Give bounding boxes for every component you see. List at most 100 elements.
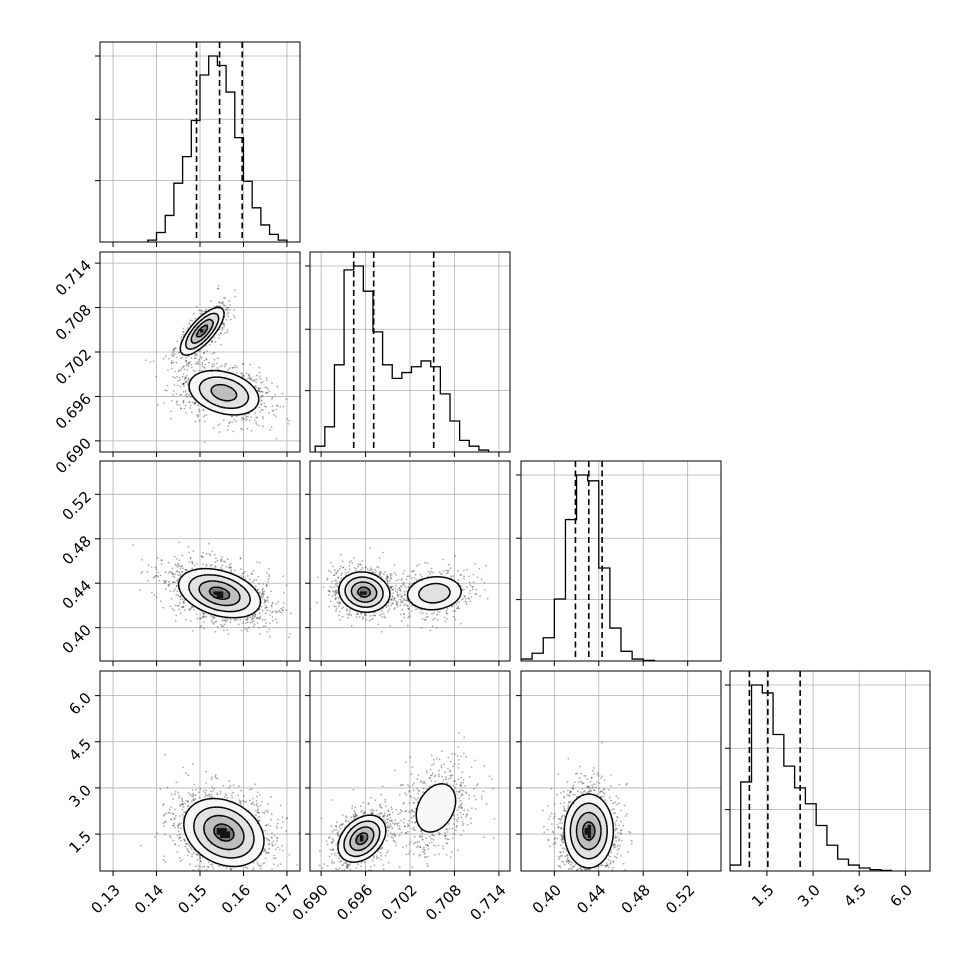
- scatter-point: [336, 570, 339, 573]
- scatter-point: [334, 579, 337, 582]
- scatter-point: [203, 621, 205, 623]
- scatter-point: [259, 390, 262, 393]
- scatter-point: [361, 567, 364, 569]
- scatter-point: [252, 620, 255, 622]
- contour-segment-level-3: [233, 373, 237, 377]
- scatter-point: [251, 615, 254, 618]
- contour-segment-level-3: [203, 370, 207, 373]
- scatter-point: [259, 410, 262, 413]
- scatter-point: [392, 588, 394, 591]
- scatter-point: [216, 357, 219, 360]
- density-cell: [226, 392, 231, 396]
- contour-segment-level-2: [236, 381, 241, 386]
- density-cell: [206, 312, 211, 316]
- density-cell: [213, 571, 218, 575]
- scatter-point: [196, 617, 199, 620]
- scatter-point: [171, 567, 174, 570]
- scatter-point: [205, 565, 208, 567]
- scatter-point: [326, 579, 329, 581]
- density-cell: [243, 591, 248, 595]
- scatter-point: [384, 616, 386, 619]
- scatter-point: [329, 585, 331, 588]
- density-cell: [196, 571, 201, 575]
- scatter-point: [348, 612, 351, 615]
- contour-segment-level-1: [213, 394, 218, 399]
- scatter-point: [361, 617, 364, 620]
- density-cell: [236, 594, 241, 599]
- scatter-point: [180, 369, 183, 371]
- scatter-point: [380, 613, 383, 616]
- contour-segment-level-3: [182, 573, 185, 576]
- scatter-point: [215, 557, 217, 560]
- contour-segment-level-2: [213, 608, 217, 611]
- scatter-point: [225, 621, 228, 623]
- scatter-point: [260, 403, 262, 406]
- scatter-point: [401, 595, 404, 597]
- density-cell: [183, 584, 188, 589]
- scatter-point: [256, 622, 259, 624]
- density-cell: [256, 601, 261, 605]
- contour-segment-level-1: [196, 341, 199, 344]
- scatter-point: [183, 382, 185, 385]
- scatter-point: [339, 553, 342, 556]
- scatter-point: [214, 630, 217, 633]
- density-cell: [226, 577, 231, 582]
- scatter-point: [269, 622, 271, 625]
- contour-segment-level-3: [189, 378, 193, 382]
- scatter-point: [262, 593, 265, 596]
- density-cell: [246, 382, 251, 386]
- scatter-point: [159, 574, 162, 577]
- contour-segment-level-2: [189, 591, 193, 595]
- scatter-point: [271, 405, 274, 408]
- scatter-point: [178, 404, 181, 406]
- scatter-point: [431, 613, 433, 615]
- scatter-point: [395, 579, 398, 582]
- scatter-point: [452, 575, 455, 577]
- scatter-point: [190, 357, 193, 359]
- scatter-point: [181, 571, 183, 574]
- contour-segment-level-2: [209, 401, 214, 405]
- density-cell: [233, 601, 238, 605]
- contour-segment-level-3: [216, 614, 221, 618]
- density-cell: [250, 392, 254, 396]
- contour-segment-level-3: [194, 350, 197, 353]
- scatter-point: [249, 363, 252, 366]
- density-cell: [223, 402, 228, 406]
- density-cell: [200, 328, 204, 333]
- contour-segment-level-1: [206, 598, 210, 602]
- scatter-point: [399, 593, 401, 596]
- density-cell: [223, 408, 228, 413]
- scatter-point: [264, 386, 267, 388]
- density-cell: [190, 345, 194, 350]
- scatter-point: [240, 575, 243, 577]
- contour-segment-level-0: [226, 590, 231, 595]
- scatter-point: [401, 601, 404, 604]
- scatter-point: [255, 381, 258, 384]
- scatter-point: [267, 581, 269, 583]
- scatter-point: [285, 398, 288, 400]
- contour-segment-level-2: [196, 599, 199, 602]
- scatter-point: [191, 319, 193, 322]
- scatter-point: [348, 568, 351, 571]
- contour-segment-level-3: [199, 314, 203, 318]
- density-cell: [203, 375, 208, 380]
- scatter-point: [172, 361, 175, 364]
- contour-segment-level-2: [202, 603, 208, 607]
- scatter-point: [402, 581, 405, 584]
- contour-segment-level-3: [178, 587, 181, 591]
- density-cell: [213, 378, 218, 383]
- scatter-point: [261, 618, 264, 621]
- scatter-point: [222, 625, 225, 628]
- scatter-point: [405, 578, 408, 581]
- scatter-point: [169, 590, 172, 593]
- density-cell: [250, 398, 254, 403]
- contour-segment-level-3: [253, 587, 258, 592]
- density-cell: [210, 607, 214, 612]
- contour-segment-level-3: [222, 315, 225, 318]
- y-tick-label: 0.690: [52, 434, 95, 477]
- scatter-point: [182, 331, 185, 333]
- scatter-point: [214, 553, 216, 556]
- density-cell: [183, 345, 188, 350]
- density-cell: [180, 581, 184, 585]
